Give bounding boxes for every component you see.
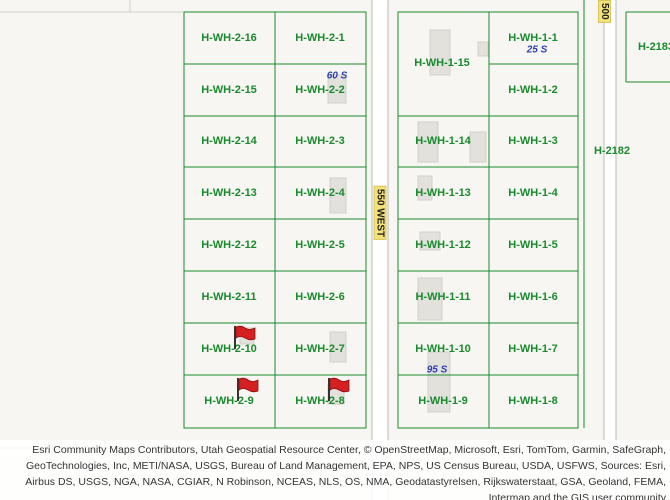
red-flag-icon[interactable] (231, 324, 257, 350)
parcel-label[interactable]: H-WH-1-7 (508, 343, 558, 355)
red-flag-icon[interactable] (234, 376, 260, 402)
road-label-550-west: 550 WEST (373, 185, 387, 241)
parcel-label[interactable]: H-WH-2-10 (201, 343, 257, 355)
parcel-label[interactable]: H-2183 (637, 41, 670, 53)
parcel-label[interactable]: H-WH-2-7 (295, 343, 345, 355)
parcel-label[interactable]: H-WH-2-6 (295, 291, 345, 303)
parcel-label[interactable]: H-WH-2-15 (201, 84, 257, 96)
buildings (239, 29, 489, 413)
parcel-grid-west (183, 11, 367, 429)
parcel-label[interactable]: H-WH-1-13 (415, 187, 471, 199)
address-label: 95 S (426, 364, 448, 376)
address-label: 60 S (326, 70, 348, 82)
parcel-label[interactable]: H-WH-2-8 (295, 395, 345, 407)
parcel-label[interactable]: H-WH-2-2 (295, 84, 345, 96)
parcel-label[interactable]: H-WH-1-11 (415, 291, 471, 303)
parcel-label[interactable]: H-WH-2-13 (201, 187, 257, 199)
parcel-label[interactable]: H-WH-1-15 (414, 57, 470, 69)
parcel-label[interactable]: H-WH-2-5 (295, 239, 345, 251)
parcel-label[interactable]: H-WH-1-1 (508, 32, 558, 44)
address-label: 25 S (526, 44, 548, 56)
road-label-500: 500 (598, 0, 611, 23)
parcel-label[interactable]: H-WH-2-11 (201, 291, 257, 303)
parcel-label[interactable]: H-WH-1-5 (508, 239, 558, 251)
parcel-label[interactable]: H-WH-1-8 (508, 395, 558, 407)
parcel-label[interactable]: H-WH-2-14 (201, 135, 257, 147)
parcel-label[interactable]: H-WH-2-3 (295, 135, 345, 147)
parcel-label[interactable]: H-WH-2-9 (204, 395, 254, 407)
parcel-label[interactable]: H-WH-1-2 (508, 84, 558, 96)
parcel-label[interactable]: H-WH-1-12 (415, 239, 471, 251)
red-flag-icon[interactable] (325, 376, 351, 402)
parcel-grid-east (397, 11, 579, 429)
map-attribution: Esri Community Maps Contributors, Utah G… (0, 440, 670, 500)
parcel-label[interactable]: H-WH-1-10 (415, 343, 471, 355)
road-east (604, 0, 616, 500)
parcel-label[interactable]: H-WH-1-14 (415, 135, 471, 147)
parcel-label[interactable]: H-WH-2-4 (295, 187, 345, 199)
parcel-grid-far-east (583, 0, 670, 428)
parcel-label[interactable]: H-WH-2-12 (201, 239, 257, 251)
parcel-label[interactable]: H-WH-1-9 (418, 395, 468, 407)
parcel-label[interactable]: H-WH-1-3 (508, 135, 558, 147)
parcel-label[interactable]: H-2182 (593, 145, 631, 157)
road-550-west (372, 0, 388, 500)
parcel-label[interactable]: H-WH-2-16 (201, 32, 257, 44)
parcel-label[interactable]: H-WH-1-6 (508, 291, 558, 303)
parcel-label[interactable]: H-WH-2-1 (295, 32, 345, 44)
parcel-label[interactable]: H-WH-1-4 (508, 187, 558, 199)
